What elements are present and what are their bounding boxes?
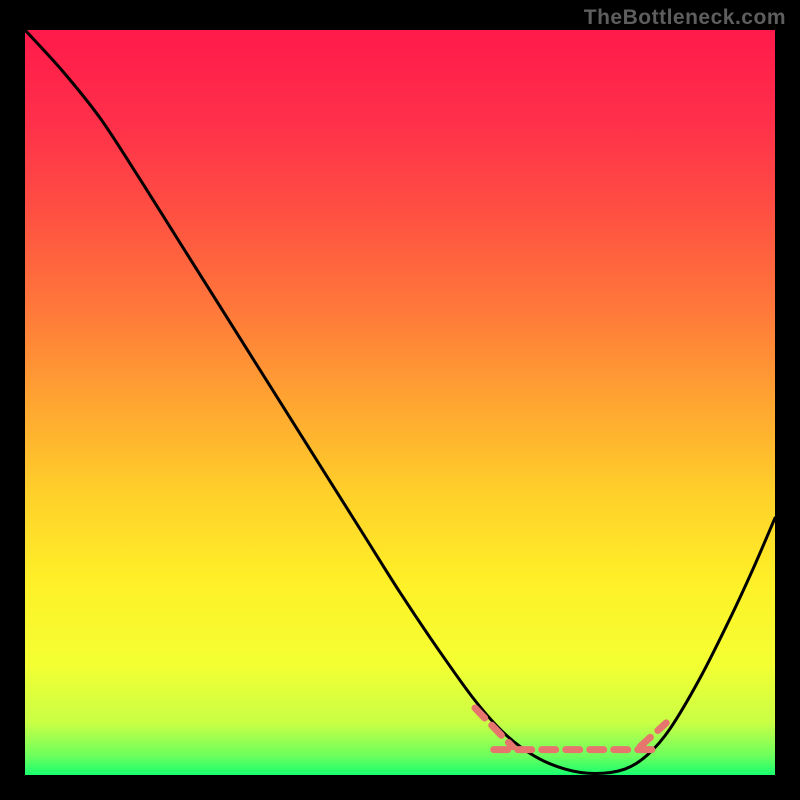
chart-svg [25, 30, 775, 775]
gradient-background [25, 30, 775, 775]
plot-area [25, 30, 775, 775]
chart-frame: TheBottleneck.com [0, 0, 800, 800]
watermark-text: TheBottleneck.com [584, 6, 786, 30]
